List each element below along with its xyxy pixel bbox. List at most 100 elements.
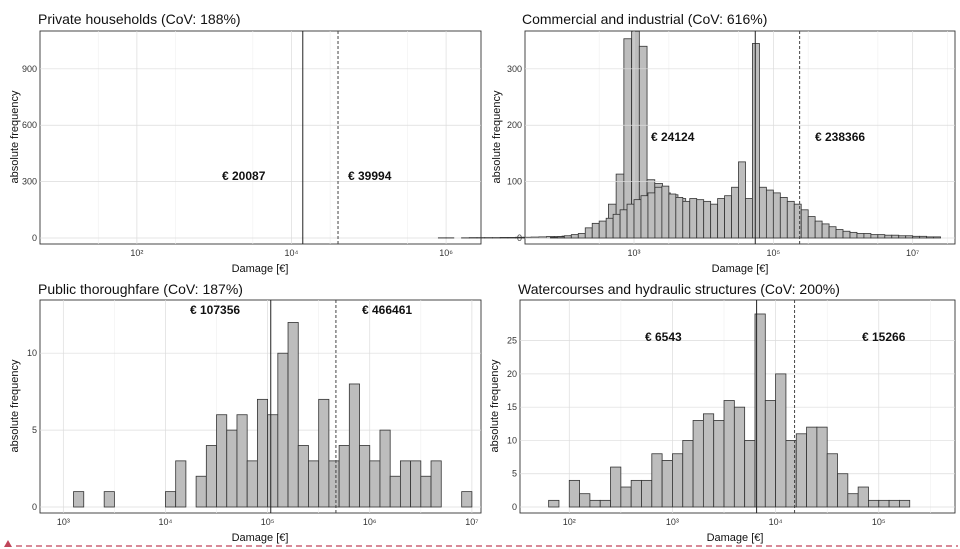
histogram-bar xyxy=(430,460,442,508)
histogram-bar xyxy=(556,236,565,239)
histogram-bar xyxy=(610,466,622,508)
histogram-bar xyxy=(246,460,258,508)
histogram-bar xyxy=(807,216,816,239)
x-tick-label: 10⁵ xyxy=(872,517,886,527)
y-tick-label: 10 xyxy=(507,435,517,445)
mean-annotation: € 39994 xyxy=(348,169,392,183)
mean-annotation: € 238366 xyxy=(815,130,865,144)
x-tick-label: 10⁶ xyxy=(363,517,377,527)
histogram-bar xyxy=(672,453,684,508)
y-axis-ticks: 0 300 600 900 xyxy=(22,64,37,243)
histogram-bar xyxy=(723,400,735,508)
histogram-bar xyxy=(297,445,309,508)
histogram-bar xyxy=(548,499,560,508)
histogram-bar xyxy=(744,440,756,508)
y-tick-label: 5 xyxy=(512,469,517,479)
x-tick-label: 10⁴ xyxy=(159,517,173,527)
y-tick-label: 600 xyxy=(22,120,37,130)
histogram-bar xyxy=(589,499,601,508)
histogram-bar xyxy=(641,479,653,508)
histogram-bar xyxy=(651,453,663,508)
histogram-bar xyxy=(821,223,830,239)
histogram-bar xyxy=(328,460,340,508)
histogram-bar xyxy=(816,426,828,508)
reference-lines xyxy=(302,31,339,244)
histogram-bar xyxy=(216,414,228,508)
histogram-bar xyxy=(195,475,207,508)
median-annotation: € 107356 xyxy=(190,303,240,317)
histogram-bar xyxy=(633,199,642,239)
median-annotation: € 6543 xyxy=(645,330,682,344)
histogram-bar xyxy=(570,234,579,239)
histogram-bar xyxy=(205,445,217,508)
histogram-bar xyxy=(828,226,837,239)
histogram-bar xyxy=(814,220,823,239)
histogram-bar xyxy=(619,209,628,239)
histogram-bar xyxy=(420,475,432,508)
histogram-bar xyxy=(745,198,753,239)
histogram-bar xyxy=(888,499,900,508)
histogram-bar xyxy=(103,491,115,508)
histogram-bar xyxy=(577,233,586,239)
x-tick-label: 10⁷ xyxy=(906,248,919,258)
histogram-bar xyxy=(779,196,788,239)
histogram-bar xyxy=(842,230,851,239)
y-axis-title: absolute frequency xyxy=(9,359,21,452)
y-tick-label: 200 xyxy=(507,120,522,130)
histogram-bar xyxy=(226,429,238,508)
histogram-bar xyxy=(584,227,593,239)
histogram-bar xyxy=(499,237,509,239)
histogram-bar xyxy=(461,491,473,508)
x-axis-title: Damage [€] xyxy=(712,263,769,275)
reference-lines xyxy=(754,31,801,244)
y-tick-label: 0 xyxy=(517,233,522,243)
histogram-bar xyxy=(738,161,746,239)
histogram-bar xyxy=(661,185,670,239)
histogram-bar xyxy=(764,400,777,508)
x-tick-label: 10⁷ xyxy=(465,517,478,527)
histogram-bar xyxy=(806,426,818,508)
histogram-bar xyxy=(654,186,663,239)
mean-annotation: € 15266 xyxy=(862,330,906,344)
histogram-bar xyxy=(696,199,705,239)
histogram-bar xyxy=(710,203,719,239)
grid xyxy=(40,31,481,244)
histogram-bar xyxy=(550,237,558,239)
histogram-bar xyxy=(668,193,677,239)
histogram-bars xyxy=(550,43,941,239)
histogram-bar xyxy=(752,43,760,239)
histogram-bar xyxy=(410,460,422,508)
y-tick-label: 0 xyxy=(32,502,37,512)
bottom-border xyxy=(4,540,958,547)
x-tick-label: 10² xyxy=(130,248,143,258)
x-tick-label: 10⁵ xyxy=(261,517,275,527)
y-tick-label: 300 xyxy=(507,64,522,74)
histogram-bar xyxy=(863,233,872,239)
histogram-bar xyxy=(733,406,746,508)
histogram-bar xyxy=(507,237,517,239)
histogram-bar xyxy=(359,445,371,508)
histogram-bar xyxy=(884,234,893,239)
histogram-bar xyxy=(647,192,656,239)
x-tick-label: 10³ xyxy=(666,517,679,527)
histogram-bar xyxy=(898,235,907,239)
histogram-bar xyxy=(878,499,890,508)
histogram-bar xyxy=(256,398,269,508)
histogram-bar xyxy=(568,479,580,508)
x-tick-label: 10³ xyxy=(628,248,641,258)
x-tick-label: 10² xyxy=(563,517,576,527)
histogram-bar xyxy=(713,420,725,508)
histogram-bar xyxy=(800,209,809,239)
x-axis-ticks: 10² 10⁴ 10⁶ xyxy=(130,248,453,258)
histogram-bar xyxy=(267,414,279,508)
histogram-bar xyxy=(236,414,248,508)
histogram-bar xyxy=(856,233,865,239)
plot-frame xyxy=(39,30,482,245)
y-axis-ticks: 0 5 10 15 20 25 xyxy=(507,336,517,512)
histogram-bar xyxy=(626,203,635,239)
median-annotation: € 24124 xyxy=(651,130,695,144)
histogram-bar xyxy=(795,433,807,508)
histogram-bar xyxy=(826,453,838,508)
histogram-bar xyxy=(591,222,600,239)
